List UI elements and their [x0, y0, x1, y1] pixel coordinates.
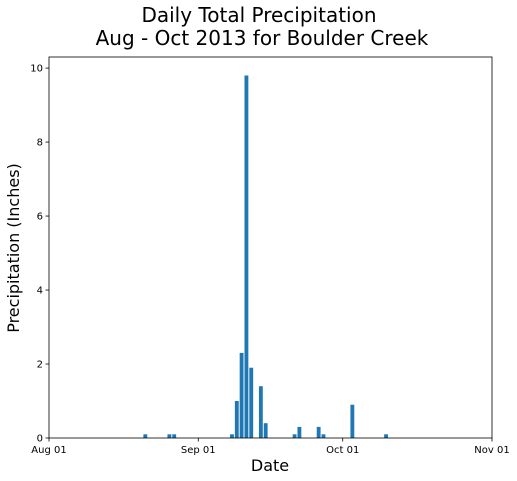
bar-2013-09-12: [249, 367, 254, 438]
bar-2013-09-21: [292, 434, 297, 438]
bar-2013-09-10: [239, 352, 244, 438]
bar-2013-09-09: [234, 401, 239, 438]
bar-2013-09-22: [297, 426, 302, 438]
bar-2013-10-03: [350, 404, 355, 438]
bar-series: [143, 75, 388, 438]
x-tick-label-2013-11-01: Nov 01: [474, 445, 509, 456]
x-tick-label-2013-10-01: Oct 01: [326, 445, 359, 456]
bar-2013-09-14: [258, 386, 263, 438]
bar-2013-09-11: [244, 75, 249, 438]
chart-title-line-2: Aug - Oct 2013 for Boulder Creek: [96, 26, 429, 50]
plot-frame: [48, 56, 493, 439]
bar-2013-09-15: [263, 423, 268, 438]
y-axis-ticks: 0 2 4 6 8 10: [30, 64, 49, 445]
x-axis-ticks: Aug 01 Sep 01 Oct 01 Nov 01: [31, 438, 510, 456]
chart-title-line-1: Daily Total Precipitation: [141, 3, 376, 27]
bar-2013-09-27: [321, 434, 326, 438]
y-axis-label: Precipitation (Inches): [4, 163, 23, 333]
y-tick-label-2: 2: [37, 360, 43, 371]
bar-2013-08-27: [172, 434, 177, 438]
x-tick-label-2013-08-01: Aug 01: [31, 445, 66, 456]
y-tick-label-6: 6: [37, 212, 43, 223]
x-axis-label: Date: [251, 456, 289, 475]
y-tick-label-0: 0: [37, 434, 43, 445]
bar-2013-08-26: [167, 434, 172, 438]
bar-2013-09-08: [230, 434, 234, 438]
y-tick-label-8: 8: [37, 138, 43, 149]
y-tick-label-10: 10: [30, 64, 43, 75]
bar-2013-09-26: [316, 426, 321, 438]
y-tick-label-4: 4: [37, 286, 43, 297]
bar-2013-10-10: [384, 434, 388, 438]
x-tick-label-2013-09-01: Sep 01: [181, 445, 216, 456]
bar-2013-08-21: [143, 434, 148, 438]
